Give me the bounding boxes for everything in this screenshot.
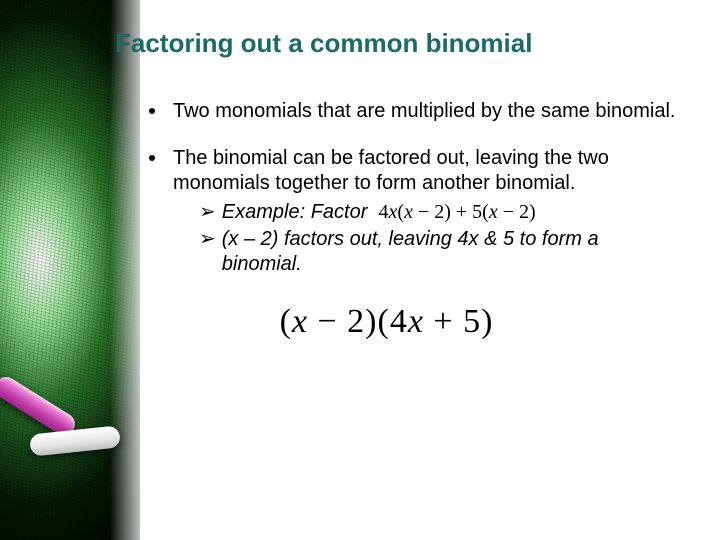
result-formula: (x − 2)(4x + 5) xyxy=(280,303,494,340)
slide-body: Two monomials that are multiplied by the… xyxy=(115,99,684,344)
inline-formula: 4x(x − 2) + 5(x − 2) xyxy=(379,201,536,223)
bullet-text: The binomial can be factored out, leavin… xyxy=(173,146,684,279)
sub-list: ➢ Example: Factor 4x(x − 2) + 5(x − 2) ➢… xyxy=(173,200,684,277)
sub-text: Example: Factor 4x(x − 2) + 5(x − 2) xyxy=(222,200,684,225)
bullet-text: Two monomials that are multiplied by the… xyxy=(173,99,684,124)
arrow-icon: ➢ xyxy=(199,227,216,277)
arrow-icon: ➢ xyxy=(199,200,216,225)
bullet-item: The binomial can be factored out, leavin… xyxy=(149,146,684,279)
slide-title: Factoring out a common binomial xyxy=(115,28,684,59)
result-formula-block: (x − 2)(4x + 5) xyxy=(149,301,684,344)
bullet-dot-icon xyxy=(149,155,155,161)
sub-item: ➢ (x – 2) factors out, leaving 4x & 5 to… xyxy=(199,227,684,277)
slide-content: Factoring out a common binomial Two mono… xyxy=(0,0,720,540)
sub-label: Example: Factor xyxy=(222,201,368,223)
sub-item: ➢ Example: Factor 4x(x − 2) + 5(x − 2) xyxy=(199,200,684,225)
bullet-dot-icon xyxy=(149,108,155,114)
bullet-item: Two monomials that are multiplied by the… xyxy=(149,99,684,124)
bullet-main-text: The binomial can be factored out, leavin… xyxy=(173,147,609,194)
sub-text: (x – 2) factors out, leaving 4x & 5 to f… xyxy=(222,227,684,277)
